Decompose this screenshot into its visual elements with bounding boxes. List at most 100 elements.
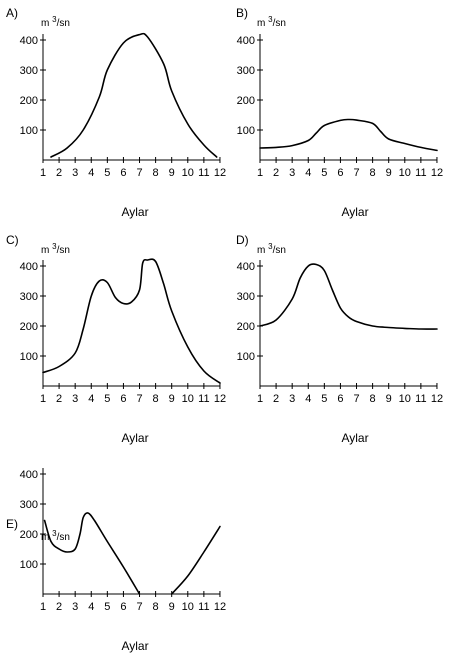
y-unit-sup: 3 [268, 242, 273, 251]
y-unit-label: m 3/sn [41, 242, 70, 256]
y-tick-label: 100 [237, 351, 255, 363]
x-axis-title: Aylar [121, 639, 148, 653]
x-tick-label: 2 [56, 601, 62, 613]
y-unit-rest: /sn [57, 245, 70, 256]
y-tick-label: 300 [20, 291, 38, 303]
x-tick-label: 6 [337, 167, 343, 179]
y-unit-sup: 3 [52, 242, 57, 251]
x-tick-label: 3 [72, 393, 78, 405]
x-tick-label: 9 [386, 167, 392, 179]
x-tick-label: 10 [182, 601, 194, 613]
x-axis-title: Aylar [121, 205, 148, 219]
y-tick-label: 200 [20, 321, 38, 333]
x-tick-label: 4 [305, 167, 311, 179]
x-tick-label: 3 [72, 601, 78, 613]
y-tick-label: 400 [20, 261, 38, 273]
x-tick-label: 8 [153, 393, 159, 405]
x-tick-label: 10 [182, 167, 194, 179]
series-line-1 [42, 258, 221, 384]
panel-letter: A) [6, 6, 18, 20]
x-tick-label: 10 [399, 167, 411, 179]
x-tick-label: 1 [40, 601, 46, 613]
x-tick-label: 12 [214, 167, 226, 179]
y-unit-rest: /sn [273, 18, 286, 29]
x-tick-label: 6 [120, 393, 126, 405]
x-tick-label: 12 [214, 393, 226, 405]
x-tick-label: 1 [40, 167, 46, 179]
x-tick-label: 8 [370, 167, 376, 179]
y-tick-label: 200 [20, 529, 38, 541]
y-tick-label: 300 [237, 291, 255, 303]
x-tick-label: 4 [305, 393, 311, 405]
y-tick-label: 400 [20, 469, 38, 481]
x-axis-title: Aylar [121, 431, 148, 445]
x-tick-label: 7 [136, 601, 142, 613]
x-tick-label: 1 [40, 393, 46, 405]
x-tick-label: 2 [56, 167, 62, 179]
y-unit-label: m 3/sn [41, 529, 70, 543]
panel-letter: C) [6, 233, 19, 247]
y-tick-label: 300 [20, 499, 38, 511]
x-tick-label: 5 [104, 393, 110, 405]
y-tick-label: 200 [237, 95, 255, 107]
y-unit-rest: /sn [57, 532, 70, 543]
y-unit-rest: /sn [273, 245, 286, 256]
x-tick-label: 1 [257, 393, 263, 405]
y-tick-label: 100 [20, 351, 38, 363]
series-line-1 [259, 263, 438, 330]
x-tick-label: 3 [289, 167, 295, 179]
x-tick-label: 11 [198, 167, 209, 179]
x-tick-label: 5 [321, 393, 327, 405]
x-tick-label: 8 [153, 601, 159, 613]
x-tick-label: 10 [399, 393, 411, 405]
y-tick-label: 300 [237, 65, 255, 77]
x-tick-label: 2 [273, 393, 279, 405]
y-unit-label: m 3/sn [257, 242, 286, 256]
x-tick-label: 2 [273, 167, 279, 179]
x-tick-label: 6 [120, 601, 126, 613]
x-tick-label: 12 [431, 393, 443, 405]
y-unit-sup: 3 [52, 529, 57, 538]
y-unit-rest: /sn [57, 18, 70, 29]
y-unit-sup: 3 [268, 15, 273, 24]
x-tick-label: 9 [169, 167, 175, 179]
panel-letter: E) [6, 517, 18, 531]
y-unit-base: m [257, 18, 268, 29]
x-tick-label: 12 [214, 601, 226, 613]
y-unit-base: m [41, 18, 52, 29]
y-tick-label: 400 [237, 261, 255, 273]
x-tick-label: 10 [182, 393, 194, 405]
x-tick-label: 5 [321, 167, 327, 179]
y-unit-label: m 3/sn [257, 15, 286, 29]
x-tick-label: 9 [169, 601, 175, 613]
x-tick-label: 6 [337, 393, 343, 405]
series-line-1 [50, 32, 218, 158]
y-tick-label: 100 [20, 559, 38, 571]
panel-letter: D) [236, 233, 249, 247]
y-unit-base: m [41, 245, 52, 256]
x-tick-label: 4 [88, 601, 94, 613]
y-unit-sup: 3 [52, 15, 57, 24]
x-tick-label: 4 [88, 167, 94, 179]
y-tick-label: 200 [20, 95, 38, 107]
y-tick-label: 100 [20, 125, 38, 137]
x-tick-label: 11 [415, 167, 426, 179]
x-tick-label: 9 [386, 393, 392, 405]
y-unit-label: m 3/sn [41, 15, 70, 29]
y-tick-label: 100 [237, 125, 255, 137]
y-unit-base: m [41, 532, 52, 543]
x-tick-label: 11 [415, 393, 426, 405]
x-tick-label: 3 [72, 167, 78, 179]
series-line-1 [43, 512, 141, 595]
x-tick-label: 6 [120, 167, 126, 179]
x-tick-label: 7 [136, 393, 142, 405]
x-tick-label: 11 [198, 393, 209, 405]
x-tick-label: 9 [169, 393, 175, 405]
x-tick-label: 4 [88, 393, 94, 405]
x-tick-label: 8 [153, 167, 159, 179]
x-tick-label: 1 [257, 167, 263, 179]
